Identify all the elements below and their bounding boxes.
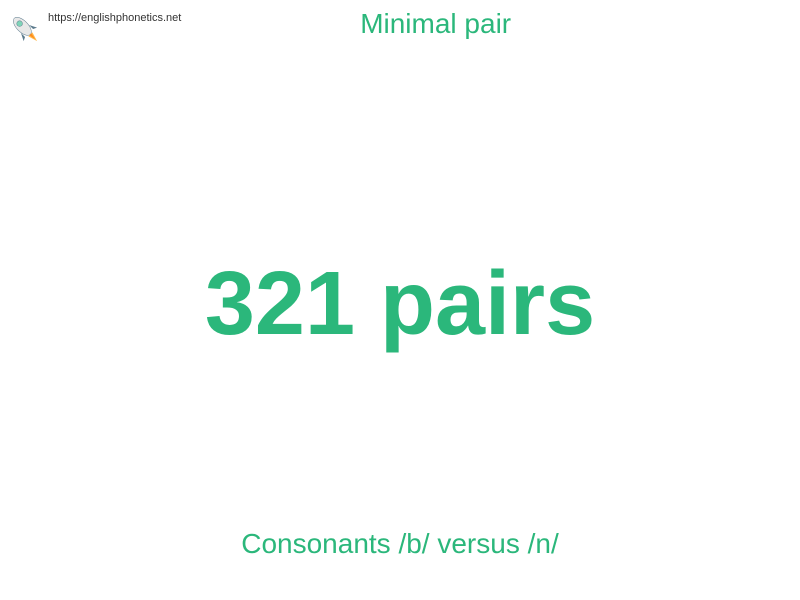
pairs-count: 321 pairs xyxy=(205,253,595,356)
subtitle: Consonants /b/ versus /n/ xyxy=(241,528,559,560)
page-title: Minimal pair xyxy=(360,8,511,40)
header: https://englishphonetics.net Minimal pai… xyxy=(0,0,800,48)
site-url: https://englishphonetics.net xyxy=(48,12,181,24)
logo-area: https://englishphonetics.net xyxy=(0,8,181,48)
main-content: 321 pairs xyxy=(0,48,800,600)
title-area: Minimal pair xyxy=(181,8,800,40)
rocket-icon xyxy=(6,10,44,48)
